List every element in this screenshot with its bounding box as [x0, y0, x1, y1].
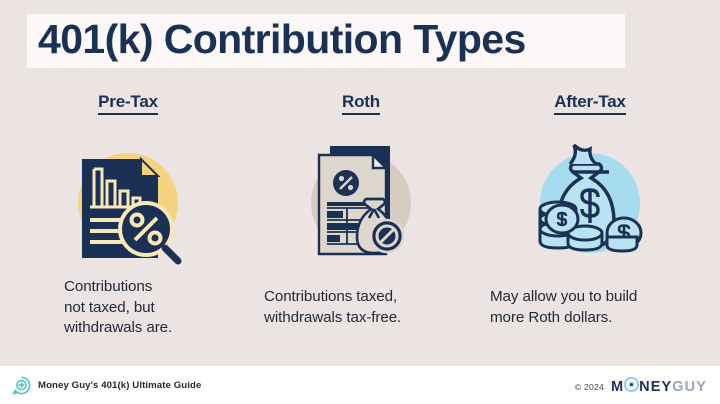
column-heading-after-tax-label: After-Tax [554, 92, 626, 115]
copyright-text: © 2024 [574, 381, 604, 392]
column-body-roth: Contributions taxed, withdrawals tax-fre… [264, 288, 402, 326]
document-chart-magnifier-percent-icon [78, 153, 182, 265]
column-body-pre-tax: Contributions not taxed, but withdrawals… [64, 278, 173, 336]
target-eye-icon [624, 377, 640, 396]
page-title: 401(k) Contribution Types [38, 16, 526, 62]
column-heading-roth: Roth [250, 92, 470, 115]
title-highlight-band [27, 14, 625, 68]
column-heading-pre-tax-label: Pre-Tax [98, 92, 158, 115]
footer-branding: © 2024 M NEY GUY [575, 377, 707, 396]
logo-text-m: M [610, 378, 625, 395]
column-heading-pre-tax: Pre-Tax [18, 92, 238, 115]
column-pre-tax: Pre-Tax [18, 92, 238, 339]
document-percent-money-bag-prohibited-icon [311, 146, 411, 256]
footer-bar: Money Guy's 401(k) Ultimate Guide © 2024… [0, 366, 720, 404]
money-bag-coins-dollar-icon [538, 143, 643, 253]
column-heading-after-tax: After-Tax [478, 92, 698, 115]
icon-container-after-tax [478, 135, 698, 275]
column-roth: Roth [250, 92, 470, 328]
logo-text-guy: GUY [672, 378, 707, 395]
column-after-tax: After-Tax [478, 92, 698, 328]
column-heading-roth-label: Roth [342, 92, 380, 115]
footer-guide-link[interactable]: Money Guy's 401(k) Ultimate Guide [12, 376, 201, 395]
logo-text-ney: NEY [639, 378, 673, 395]
plus-speech-bubble-icon [12, 376, 31, 395]
footer-guide-label: Money Guy's 401(k) Ultimate Guide [38, 380, 202, 391]
moneyguy-logo[interactable]: M NEY GUY [611, 377, 707, 396]
column-body-after-tax: May allow you to build more Roth dollars… [490, 288, 638, 326]
icon-container-pre-tax [18, 135, 238, 275]
icon-container-roth [250, 135, 470, 275]
